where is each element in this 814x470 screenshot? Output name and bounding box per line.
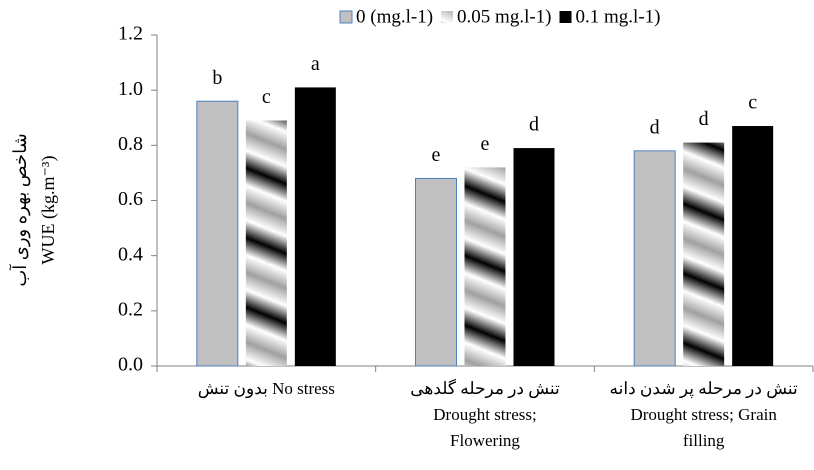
legend-label: 0.1 mg.l-1) xyxy=(576,6,661,27)
x-tick-label: بدون تنش No stress xyxy=(198,379,335,399)
legend-label: 0 (mg.l-1) xyxy=(356,6,433,27)
legend-label: 0.05 mg.l-1) xyxy=(457,6,551,27)
data-label: b xyxy=(212,67,222,89)
bar xyxy=(633,150,676,367)
data-label: d xyxy=(529,114,539,136)
legend-swatch xyxy=(559,11,572,23)
y-tick-label: 0.6 xyxy=(118,188,143,210)
bar xyxy=(513,148,555,366)
x-tick-label: تنش در مرحله پر شدن دانه xyxy=(610,379,798,399)
data-label: d xyxy=(650,116,660,138)
x-tick-label: Drought stress; xyxy=(433,405,536,424)
bar xyxy=(683,142,725,366)
x-tick-label: تنش در مرحله گلدهی xyxy=(410,378,560,399)
y-tick-label: 0.2 xyxy=(118,298,143,320)
bar xyxy=(245,120,287,366)
y-tick-label: 0.4 xyxy=(118,243,143,265)
legend-swatch xyxy=(339,10,353,24)
data-label: e xyxy=(481,133,490,155)
data-label: a xyxy=(311,53,320,75)
y-tick-label: 1.2 xyxy=(118,23,143,45)
bar xyxy=(294,87,336,367)
y-axis-label: WUE (kg.m⁻³) xyxy=(38,156,59,265)
x-tick-label: Drought stress; Grain xyxy=(630,405,777,424)
bar xyxy=(196,100,239,367)
bar xyxy=(415,177,457,367)
y-tick-label: 0.8 xyxy=(118,133,143,155)
x-tick-label: filling xyxy=(683,431,725,450)
y-axis-label-fa: شاخص بهره وری آب xyxy=(9,133,31,286)
bar xyxy=(464,167,506,366)
x-tick-label: Flowering xyxy=(450,431,520,450)
data-label: c xyxy=(748,92,757,114)
legend-swatch xyxy=(441,11,454,23)
y-tick-label: 1.0 xyxy=(118,78,143,100)
data-label: c xyxy=(262,86,271,108)
data-label: d xyxy=(699,108,709,130)
bar xyxy=(732,126,774,367)
y-tick-label: 0.0 xyxy=(118,354,143,376)
data-label: e xyxy=(432,144,441,166)
